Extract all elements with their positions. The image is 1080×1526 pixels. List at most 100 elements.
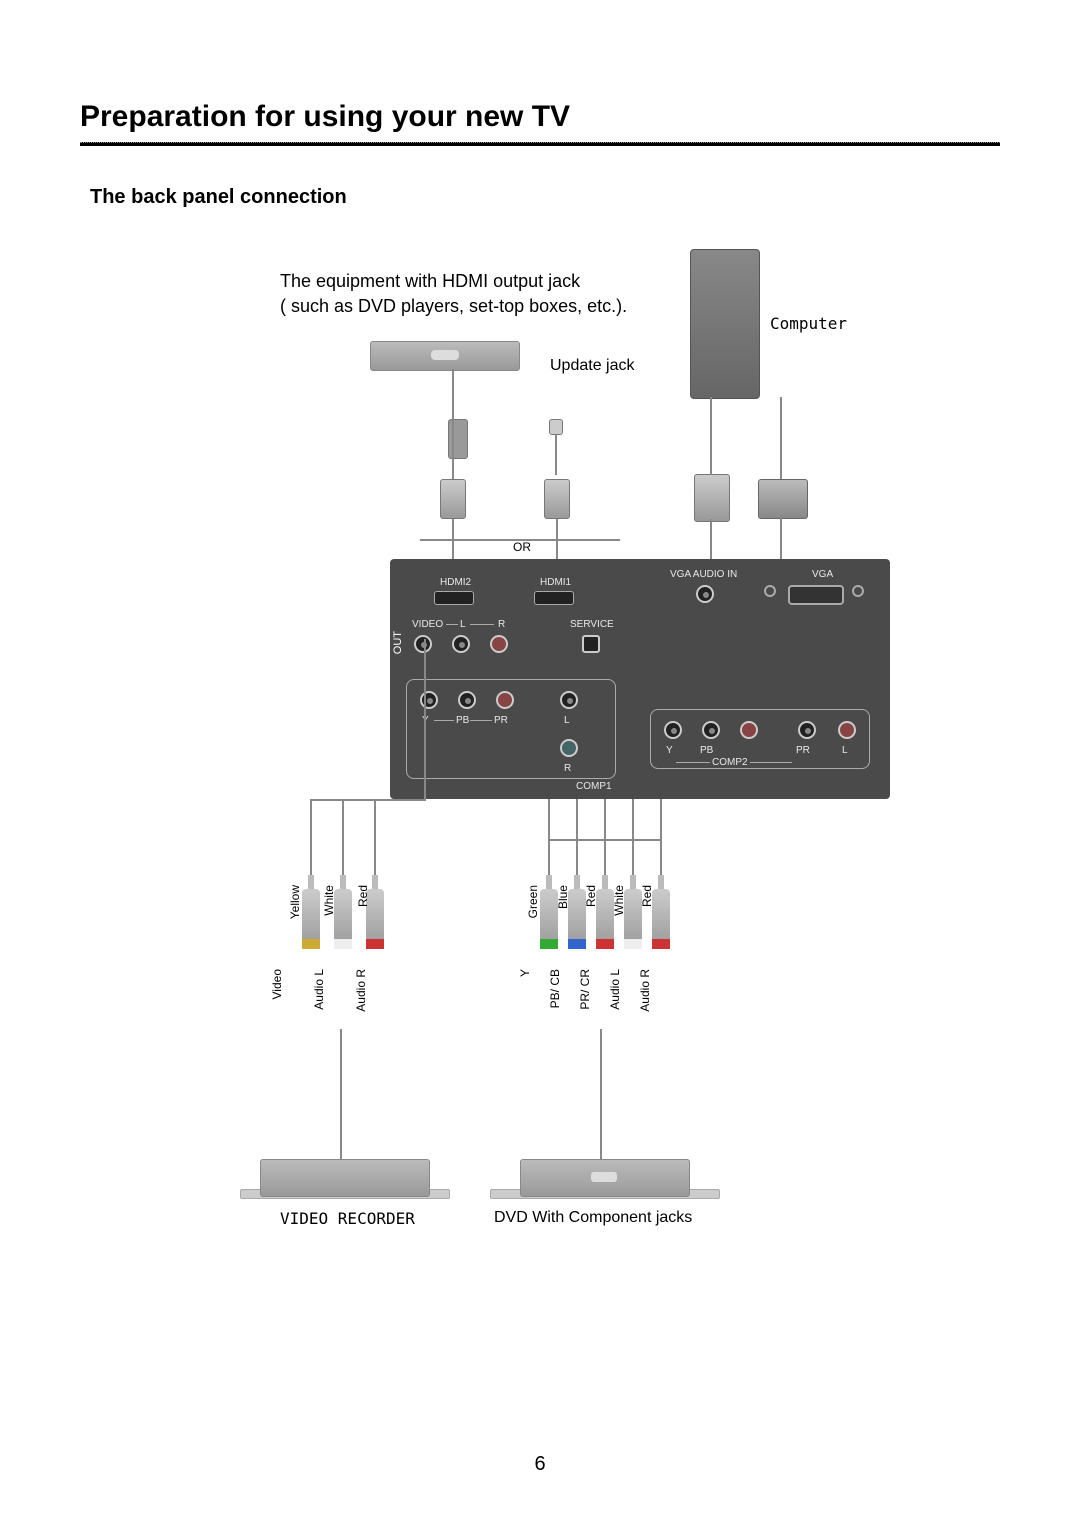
hdmi-source-text: The equipment with HDMI output jack ( su… (280, 269, 627, 319)
port-label-comp2: COMP2 (712, 757, 748, 768)
line (470, 624, 494, 625)
vga-screw-icon (764, 585, 776, 597)
cable-h (310, 799, 426, 801)
color-label: Yellow (288, 885, 302, 919)
computer-tower-icon (690, 249, 760, 399)
color-label: Red (356, 885, 370, 907)
video-recorder-icon (260, 1159, 430, 1197)
cable (710, 519, 712, 559)
port-label-hdmi2: HDMI2 (440, 577, 471, 588)
cable-h (548, 839, 662, 841)
service-port (582, 635, 600, 653)
dvd-player-icon (370, 341, 520, 371)
hdmi-connector-icon (544, 479, 570, 519)
comp2-y-jack (664, 721, 682, 739)
color-label: Green (526, 885, 540, 918)
page-number: 6 (0, 1453, 1080, 1476)
title-area: Preparation for using your new TV (80, 100, 1000, 146)
title-rule (80, 142, 1000, 146)
vga-audio-jack (696, 585, 714, 603)
comp2-group (650, 709, 870, 769)
port-label-comp1: COMP1 (576, 781, 612, 792)
hdmi2-port (434, 591, 474, 605)
port-label-pb: PB (700, 745, 713, 756)
vga-port (788, 585, 844, 605)
subtitle: The back panel connection (90, 186, 1000, 209)
rca-plug-yellow (302, 889, 320, 949)
signal-label: Audio R (354, 969, 368, 1012)
vga-connector-icon (758, 479, 808, 519)
port-label-pr: PR (796, 745, 810, 756)
port-label-r: R (498, 619, 505, 630)
hdmi-text-line2: ( such as DVD players, set-top boxes, et… (280, 294, 627, 319)
line (434, 720, 454, 721)
comp2-audio-r-jack (838, 721, 856, 739)
rca-set-left (302, 889, 384, 949)
hdmi-connector-icon (440, 479, 466, 519)
hdmi-plug-stub (448, 419, 468, 459)
port-label-service: SERVICE (570, 619, 614, 630)
port-label-out: OUT (392, 631, 404, 654)
port-label-pr: PR (494, 715, 508, 726)
cable-stub (555, 435, 557, 475)
comp1-pr-jack (496, 691, 514, 709)
comp1-pb-jack (458, 691, 476, 709)
audio-connector-icon (694, 474, 730, 522)
color-label: Blue (556, 885, 570, 909)
comp1-audio-r-jack (560, 739, 578, 757)
color-label: Red (584, 885, 598, 907)
cable (424, 639, 426, 799)
video-recorder-label: VIDEO RECORDER (280, 1209, 415, 1228)
comp1-y-jack (420, 691, 438, 709)
signal-label: Y (518, 969, 532, 977)
signal-label: PB/ CB (548, 969, 562, 1008)
port-label-r: R (564, 763, 571, 774)
port-label-l: L (842, 745, 848, 756)
cable (780, 514, 782, 559)
port-label-l: L (564, 715, 570, 726)
line (750, 762, 792, 763)
port-label-y: Y (666, 745, 673, 756)
tv-back-panel: HDMI2 HDMI1 VGA AUDIO IN VGA VIDEO L R O… (390, 559, 890, 799)
port-label-video: VIDEO (412, 619, 443, 630)
port-label-pb: PB (456, 715, 469, 726)
port-label-hdmi1: HDMI1 (540, 577, 571, 588)
signal-label: Video (270, 969, 284, 999)
cable (340, 1029, 342, 1169)
video-out-jack (414, 635, 432, 653)
or-label: OR (513, 540, 531, 554)
line (676, 762, 710, 763)
connection-diagram: The equipment with HDMI output jack ( su… (160, 269, 920, 1289)
signal-label: Audio L (608, 969, 622, 1010)
computer-label: Computer (770, 314, 847, 333)
color-label: White (612, 885, 626, 916)
dvd-component-label: DVD With Component jacks (494, 1209, 692, 1227)
port-label-l: L (460, 619, 466, 630)
hdmi-text-line1: The equipment with HDMI output jack (280, 269, 627, 294)
cable (710, 397, 712, 475)
cable (780, 397, 782, 479)
cable (452, 369, 454, 479)
signal-label: Audio L (312, 969, 326, 1010)
rca-plug-red (652, 889, 670, 949)
comp2-pb-jack (702, 721, 720, 739)
port-label-vga-audio: VGA AUDIO IN (670, 569, 737, 580)
audio-l-out-jack (452, 635, 470, 653)
vga-screw-icon (852, 585, 864, 597)
comp2-audio-l-jack (798, 721, 816, 739)
dvd-component-icon (520, 1159, 690, 1197)
color-label: White (322, 885, 336, 916)
hdmi1-port (534, 591, 574, 605)
usb-plug-stub (549, 419, 563, 435)
update-jack-label: Update jack (550, 357, 635, 375)
page-title: Preparation for using your new TV (80, 100, 1000, 134)
dvd-slot-icon (591, 1172, 617, 1182)
cable (600, 1029, 602, 1169)
audio-r-out-jack (490, 635, 508, 653)
line (470, 720, 492, 721)
comp2-pr-jack (740, 721, 758, 739)
rca-plug-white (334, 889, 352, 949)
port-label-vga: VGA (812, 569, 833, 580)
line (446, 624, 458, 625)
signal-label: Audio R (638, 969, 652, 1012)
